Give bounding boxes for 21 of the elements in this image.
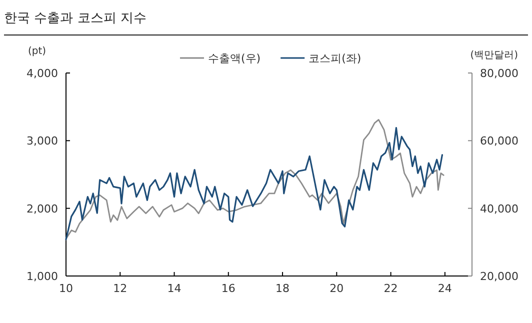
y2-tick-label: 60,000 (480, 134, 518, 148)
y-tick-label: 4,000 (26, 67, 58, 80)
y2-tick-label: 80,000 (480, 67, 518, 80)
y2-axis-title: (백만달러) (470, 50, 518, 61)
x-tick-label: 18 (276, 282, 290, 295)
y-tick-label: 3,000 (26, 134, 58, 148)
x-tick-label: 20 (330, 282, 344, 295)
y2-tick-label: 20,000 (480, 270, 518, 283)
title: 한국 수출과 코스피 지수 (4, 11, 146, 26)
x-tick-label: 14 (167, 282, 182, 295)
y-axis-title: (pt) (28, 46, 46, 57)
y2-tick-label: 40,000 (480, 202, 518, 216)
x-tick-label: 10 (59, 282, 73, 295)
x-tick-label: 24 (438, 282, 452, 295)
y-tick-label: 2,000 (26, 202, 58, 216)
x-tick-label: 22 (384, 282, 398, 295)
x-tick-label: 12 (113, 282, 128, 295)
x-tick-label: 16 (221, 282, 236, 295)
legend-label: 수출액(우) (208, 52, 261, 65)
legend-label: 코스피(좌) (308, 52, 362, 65)
y-tick-label: 1,000 (26, 270, 58, 283)
